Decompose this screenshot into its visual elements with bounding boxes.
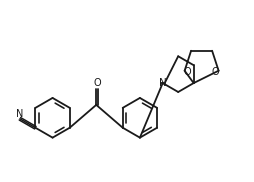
Text: O: O xyxy=(211,67,219,77)
Text: O: O xyxy=(93,78,101,88)
Text: N: N xyxy=(16,109,24,119)
Text: N: N xyxy=(158,78,166,88)
Text: O: O xyxy=(183,67,191,77)
